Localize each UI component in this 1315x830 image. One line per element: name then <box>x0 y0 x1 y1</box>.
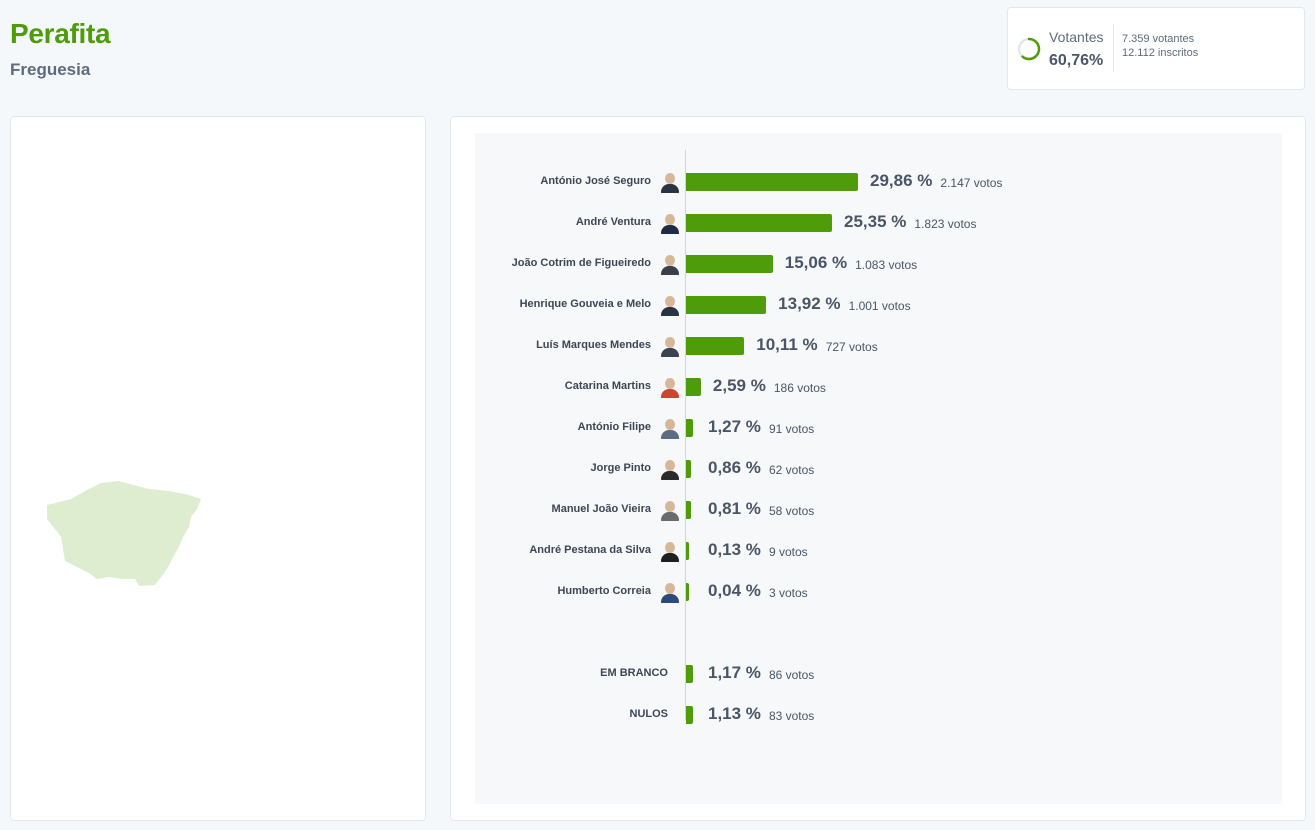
candidate-avatar-icon <box>660 417 680 439</box>
result-bar[interactable] <box>686 378 701 396</box>
candidate-name: Luís Marques Mendes <box>536 339 651 351</box>
result-votes: 3 votos <box>768 586 808 600</box>
result-bar[interactable] <box>686 255 773 273</box>
candidate-name: Catarina Martins <box>564 380 651 392</box>
turnout-card: Votantes 60,76% 7.359 votantes 12.112 in… <box>1007 7 1305 90</box>
result-row: Henrique Gouveia e Melo 13,92 % 1.001 voto… <box>475 285 1282 326</box>
turnout-label: Votantes <box>1049 29 1104 45</box>
result-percent: 2,59 % <box>712 376 766 395</box>
result-bar[interactable] <box>686 706 693 724</box>
map-card <box>10 116 426 821</box>
result-row: EM BRANCO 1,17 % 86 votos <box>475 654 1282 695</box>
turnout-ring-icon <box>1017 37 1041 61</box>
result-row: Humberto Correia 0,04 % 3 votos <box>475 572 1282 613</box>
result-row: António José Seguro 29,86 % 2.147 votos <box>475 162 1282 203</box>
result-percent: 0,81 % <box>708 499 761 518</box>
turnout-divider <box>1113 24 1114 72</box>
result-bar[interactable] <box>686 337 745 355</box>
candidate-name: João Cotrim de Figueiredo <box>511 257 651 269</box>
candidate-name: Jorge Pinto <box>590 462 651 474</box>
candidate-avatar-icon <box>660 499 680 521</box>
result-votes: 9 votos <box>768 545 808 559</box>
candidate-avatar-icon <box>660 540 680 562</box>
result-votes: 91 votos <box>768 422 815 436</box>
result-row: João Cotrim de Figueiredo 15,06 % 1.083 vo… <box>475 244 1282 285</box>
candidate-avatar-icon <box>660 581 680 603</box>
result-row: Catarina Martins 2,59 % 186 votos <box>475 367 1282 408</box>
result-percent: 10,11 % <box>756 335 818 354</box>
candidate-name: Manuel João Vieira <box>551 503 651 515</box>
candidate-name: Humberto Correia <box>557 585 651 597</box>
candidate-avatar-icon <box>660 335 680 357</box>
chart-axis-line <box>685 150 686 720</box>
candidate-avatar-icon <box>660 294 680 316</box>
result-bar[interactable] <box>686 214 833 232</box>
candidate-name: António José Seguro <box>540 175 651 187</box>
candidate-avatar-icon <box>660 212 680 234</box>
result-bar[interactable] <box>686 501 691 519</box>
candidate-name: NULOS <box>629 708 669 720</box>
result-bar[interactable] <box>686 296 767 314</box>
result-bar[interactable] <box>686 419 694 437</box>
result-row: António Filipe 1,27 % 91 votos <box>475 408 1282 449</box>
result-percent: 1,13 % <box>708 704 761 723</box>
page-title: Perafita <box>10 18 111 49</box>
result-votes: 58 votos <box>768 504 815 518</box>
candidate-avatar-icon <box>660 376 680 398</box>
turnout-percent: 60,76% <box>1049 52 1104 69</box>
candidate-avatar-icon <box>660 458 680 480</box>
result-row: Luís Marques Mendes 10,11 % 727 votos <box>475 326 1282 367</box>
result-bar[interactable] <box>686 665 693 683</box>
result-bar[interactable] <box>686 583 689 601</box>
result-percent: 13,92 % <box>778 294 841 313</box>
result-row: André Pestana da Silva 0,13 % 9 votos <box>475 531 1282 572</box>
result-percent: 29,86 % <box>870 171 933 190</box>
result-percent: 1,27 % <box>708 417 761 436</box>
candidate-name: André Pestana da Silva <box>529 544 651 556</box>
result-bar[interactable] <box>686 173 858 191</box>
results-chart: António José Seguro 29,86 % 2.147 votos And… <box>475 133 1282 804</box>
parish-map[interactable] <box>11 117 427 822</box>
candidate-name: Henrique Gouveia e Melo <box>519 298 651 310</box>
result-bar[interactable] <box>686 542 689 560</box>
turnout-registered: 12.112 inscritos <box>1122 47 1199 59</box>
result-percent: 1,17 % <box>708 663 761 682</box>
parish-shape[interactable] <box>47 481 201 586</box>
result-row: André Ventura 25,35 % 1.823 votos <box>475 203 1282 244</box>
page-subtitle: Freguesia <box>10 60 91 79</box>
candidate-avatar-icon <box>660 171 680 193</box>
candidate-avatar-icon <box>660 253 680 275</box>
result-votes: 1.823 votos <box>914 217 977 231</box>
result-percent: 0,13 % <box>708 540 761 559</box>
turnout-voters: 7.359 votantes <box>1122 33 1195 45</box>
result-votes: 83 votos <box>768 709 815 723</box>
result-votes: 86 votos <box>768 668 815 682</box>
result-votes: 727 votos <box>825 340 878 354</box>
result-bar[interactable] <box>686 460 691 478</box>
result-row: Jorge Pinto 0,86 % 62 votos <box>475 449 1282 490</box>
result-votes: 2.147 votos <box>940 176 1003 190</box>
candidate-name: António Filipe <box>577 421 651 433</box>
result-row: NULOS 1,13 % 83 votos <box>475 695 1282 736</box>
result-votes: 1.083 votos <box>855 258 918 272</box>
result-percent: 0,04 % <box>708 581 761 600</box>
result-percent: 0,86 % <box>708 458 761 477</box>
result-row: Manuel João Vieira 0,81 % 58 votos <box>475 490 1282 531</box>
result-votes: 186 votos <box>773 381 826 395</box>
result-votes: 62 votos <box>768 463 815 477</box>
result-percent: 25,35 % <box>844 212 907 231</box>
candidate-name: André Ventura <box>575 216 651 228</box>
result-votes: 1.001 votos <box>848 299 911 313</box>
results-card: António José Seguro 29,86 % 2.147 votos And… <box>450 116 1306 821</box>
candidate-name: EM BRANCO <box>600 667 668 679</box>
result-percent: 15,06 % <box>784 253 848 272</box>
